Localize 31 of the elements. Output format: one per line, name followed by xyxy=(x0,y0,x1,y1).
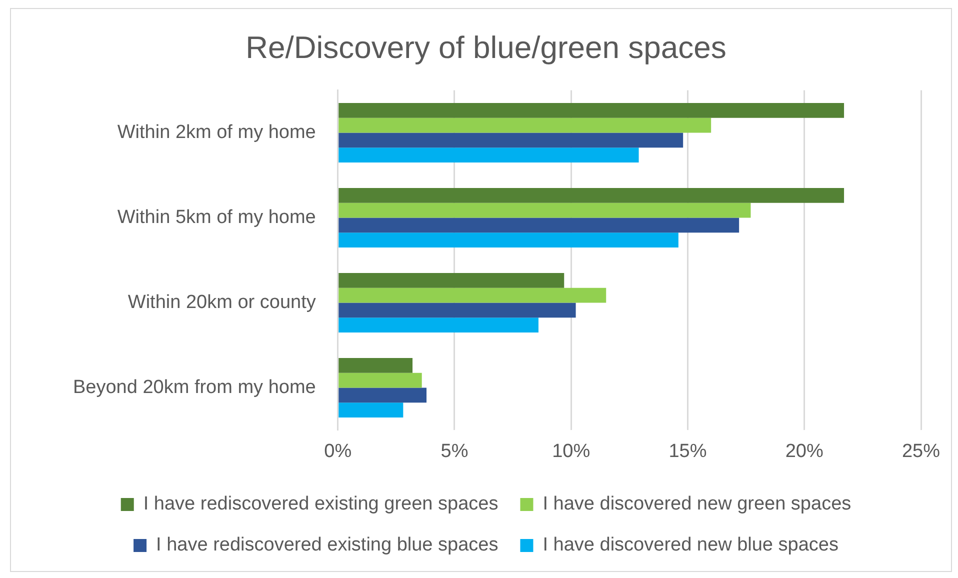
x-tick-label: 15% xyxy=(668,440,707,462)
x-tick-label: 10% xyxy=(552,440,590,462)
bar xyxy=(338,202,751,218)
bar xyxy=(338,132,684,148)
legend-label: I have rediscovered existing green spaces xyxy=(143,494,498,515)
bar xyxy=(338,232,678,248)
bar xyxy=(338,388,427,403)
y-tick-label: Beyond 20km from my home xyxy=(72,376,316,398)
bar xyxy=(338,148,639,162)
legend-label: I have rediscovered existing blue spaces xyxy=(156,534,498,556)
bar xyxy=(338,318,538,332)
y-tick-label: Within 5km of my home xyxy=(117,206,316,228)
x-tick-label: 20% xyxy=(785,440,824,462)
bar xyxy=(338,102,844,118)
bar xyxy=(338,288,606,303)
bar xyxy=(338,372,422,388)
x-tick-label: 5% xyxy=(440,440,468,462)
legend-label: I have discovered new green spaces xyxy=(542,494,852,515)
bar xyxy=(338,218,740,233)
bar xyxy=(338,188,844,203)
bar xyxy=(338,302,576,318)
y-tick-label: Within 2km of my home xyxy=(117,122,316,143)
x-tick-label: 0% xyxy=(324,440,352,462)
legend-label: I have discovered new blue spaces xyxy=(542,534,838,556)
chart-title: Re/Discovery of blue/green spaces xyxy=(246,30,726,66)
bar xyxy=(338,272,564,288)
x-tick-label: 25% xyxy=(902,440,940,462)
bar xyxy=(338,118,712,133)
bar xyxy=(338,358,413,373)
bar xyxy=(338,402,404,418)
y-tick-label: Within 20km or county xyxy=(128,292,316,313)
